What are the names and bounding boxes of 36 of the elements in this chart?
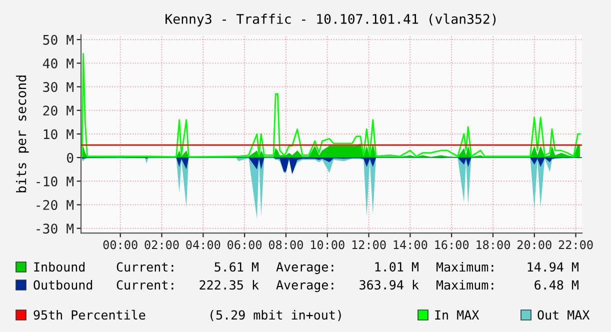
- x-tick-label: 14:00: [394, 240, 428, 250]
- y-tick-label: 10 M: [44, 129, 74, 140]
- x-tick-label: 22:00: [558, 240, 593, 250]
- y-tick-label: -30 M: [36, 224, 74, 234]
- x-tick-label: 04:00: [186, 240, 220, 250]
- legend-label: 95th Percentile: [34, 310, 146, 320]
- text: Average: 1.01 M: [276, 262, 418, 274]
- y-tick-label: -10 M: [36, 176, 74, 186]
- y-tick-label: 40 M: [42, 58, 74, 68]
- legend-label: Outbound: [34, 280, 92, 290]
- x-tick-label: 00:00: [103, 240, 138, 250]
- legend-label: Inbound: [34, 262, 85, 272]
- y-tick-label: 0: [66, 152, 74, 163]
- line-series: [81, 53, 581, 158]
- text: Average: 363.94 k: [276, 280, 419, 292]
- x-tick-label: 10:00: [311, 240, 344, 250]
- y-axis-title: bits per second: [16, 76, 29, 192]
- x-tick-label: 20:00: [517, 240, 552, 250]
- x-tick-label: 18:00: [476, 240, 510, 250]
- x-tick-label: 02:00: [144, 240, 179, 250]
- chart-title: Kenny3 - Traffic - 10.107.101.41 (vlan352): [166, 14, 496, 26]
- text: (5.29 mbit in+out): [210, 310, 341, 322]
- text: Current: 5.61 M: [116, 262, 258, 272]
- text: Maximum: 6.48 M: [436, 280, 578, 290]
- y-tick-label: 20 M: [43, 106, 74, 116]
- y-tick-label: -20 M: [36, 200, 74, 210]
- y-tick-label: 50 M: [43, 34, 74, 45]
- legend-label: In MAX: [435, 310, 480, 320]
- text: Current: 222.35 k: [116, 280, 259, 290]
- x-tick-label: 06:00: [228, 240, 262, 250]
- x-tick-label: 16:00: [435, 240, 469, 250]
- legend-label: Out MAX: [538, 310, 590, 320]
- text: Maximum: 14.94 M: [436, 262, 578, 272]
- x-tick-label: 12:00: [352, 240, 386, 250]
- x-tick-label: 08:00: [268, 240, 303, 250]
- y-tick-label: 30 M: [43, 82, 74, 92]
